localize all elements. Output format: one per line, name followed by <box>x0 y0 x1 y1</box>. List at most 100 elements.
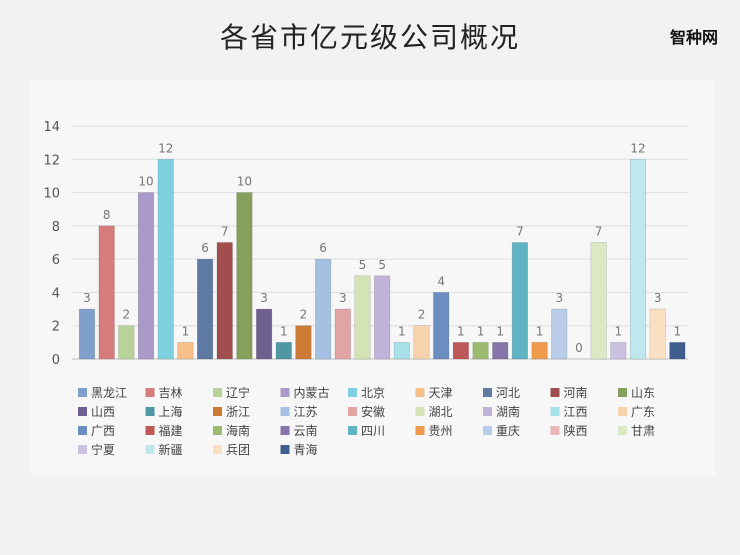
bar <box>197 258 214 360</box>
data-label: 5 <box>359 258 367 272</box>
bar <box>590 242 607 360</box>
bar <box>236 192 253 360</box>
legend-swatch <box>280 426 290 435</box>
legend-label: 黑龙江 <box>91 386 127 400</box>
data-label: 1 <box>674 324 682 338</box>
legend-swatch <box>145 426 155 435</box>
legend-swatch <box>415 388 425 397</box>
legend-label: 甘肃 <box>631 424 655 438</box>
data-label: 2 <box>123 308 131 322</box>
legend-label: 江苏 <box>294 405 318 419</box>
bar <box>433 292 450 360</box>
legend-swatch <box>213 388 222 397</box>
bar <box>275 342 292 360</box>
legend-label: 北京 <box>361 386 385 400</box>
data-label: 0 <box>575 341 583 355</box>
bar <box>216 242 233 360</box>
legend-label: 江西 <box>564 405 588 419</box>
bar <box>374 275 391 360</box>
bar <box>78 308 96 360</box>
bar <box>137 192 155 360</box>
bar <box>610 342 627 360</box>
legend-swatch <box>550 426 560 435</box>
legend-label: 安徽 <box>361 404 385 419</box>
legend-swatch <box>78 426 87 435</box>
bar <box>315 258 332 360</box>
legend-label: 山东 <box>631 386 655 400</box>
legend-label: 浙江 <box>226 405 250 419</box>
y-tick-label: 8 <box>52 220 60 235</box>
legend-label: 四川 <box>361 424 385 438</box>
legend-label: 广东 <box>631 405 655 419</box>
legend-label: 湖南 <box>496 404 520 419</box>
bar <box>649 308 666 360</box>
legend-label: 青海 <box>294 442 318 457</box>
data-label: 2 <box>300 308 308 322</box>
legend-swatch <box>280 445 290 454</box>
legend-swatch <box>213 426 222 435</box>
legend-swatch <box>348 388 357 397</box>
legend-swatch <box>78 388 87 397</box>
y-tick-label: 12 <box>43 153 60 168</box>
y-tick-label: 2 <box>52 320 60 335</box>
bar <box>472 342 489 360</box>
bar <box>393 342 410 360</box>
legend-swatch <box>145 407 155 416</box>
legend-label: 河北 <box>496 386 520 400</box>
chart-title: 各省市亿元级公司概况 <box>219 21 520 54</box>
data-label: 3 <box>654 291 662 305</box>
bar <box>511 242 528 360</box>
bar <box>452 342 469 360</box>
y-tick-label: 14 <box>43 120 60 135</box>
legend-label: 云南 <box>294 423 318 438</box>
legend-label: 山西 <box>91 405 115 419</box>
bar <box>334 308 351 360</box>
legend-swatch <box>78 407 87 416</box>
legend-swatch <box>280 407 290 416</box>
y-tick-label: 10 <box>43 187 60 202</box>
bar <box>157 158 174 360</box>
data-label: 1 <box>182 324 190 338</box>
data-label: 4 <box>437 274 445 288</box>
legend-label: 内蒙古 <box>294 385 330 400</box>
legend-swatch <box>415 426 425 435</box>
legend-label: 重庆 <box>496 424 520 438</box>
legend-label: 广西 <box>91 424 115 438</box>
legend-label: 贵州 <box>429 424 453 438</box>
data-label: 1 <box>477 324 485 338</box>
bar <box>669 342 686 360</box>
legend-label: 新疆 <box>159 442 183 457</box>
legend-swatch <box>483 426 492 435</box>
legend-swatch <box>483 388 492 397</box>
bar <box>256 308 273 360</box>
data-label: 1 <box>536 324 544 338</box>
legend-swatch <box>348 407 357 416</box>
legend-swatch <box>213 407 222 416</box>
legend-label: 天津 <box>429 386 453 400</box>
legend-label: 兵团 <box>226 443 250 457</box>
data-label: 10 <box>138 175 153 189</box>
bar <box>629 158 647 360</box>
legend-swatch <box>280 388 290 397</box>
data-label: 1 <box>614 324 622 338</box>
legend-swatch <box>618 426 627 435</box>
data-label: 12 <box>158 141 173 155</box>
legend-swatch <box>618 407 627 416</box>
legend-swatch <box>78 445 87 454</box>
legend-swatch <box>145 388 155 397</box>
bar <box>98 225 115 360</box>
legend-label: 宁夏 <box>91 442 115 457</box>
y-tick-label: 6 <box>52 253 60 268</box>
data-label: 8 <box>103 208 111 222</box>
bar <box>531 342 548 360</box>
bar <box>354 275 371 360</box>
data-label: 12 <box>630 141 645 155</box>
legend-label: 湖北 <box>429 404 453 419</box>
brand-logo: 智种网 <box>669 28 718 47</box>
legend-swatch <box>415 407 425 416</box>
legend-label: 河南 <box>564 385 588 400</box>
data-label: 7 <box>516 225 524 239</box>
data-label: 5 <box>378 258 386 272</box>
bar <box>413 325 430 360</box>
